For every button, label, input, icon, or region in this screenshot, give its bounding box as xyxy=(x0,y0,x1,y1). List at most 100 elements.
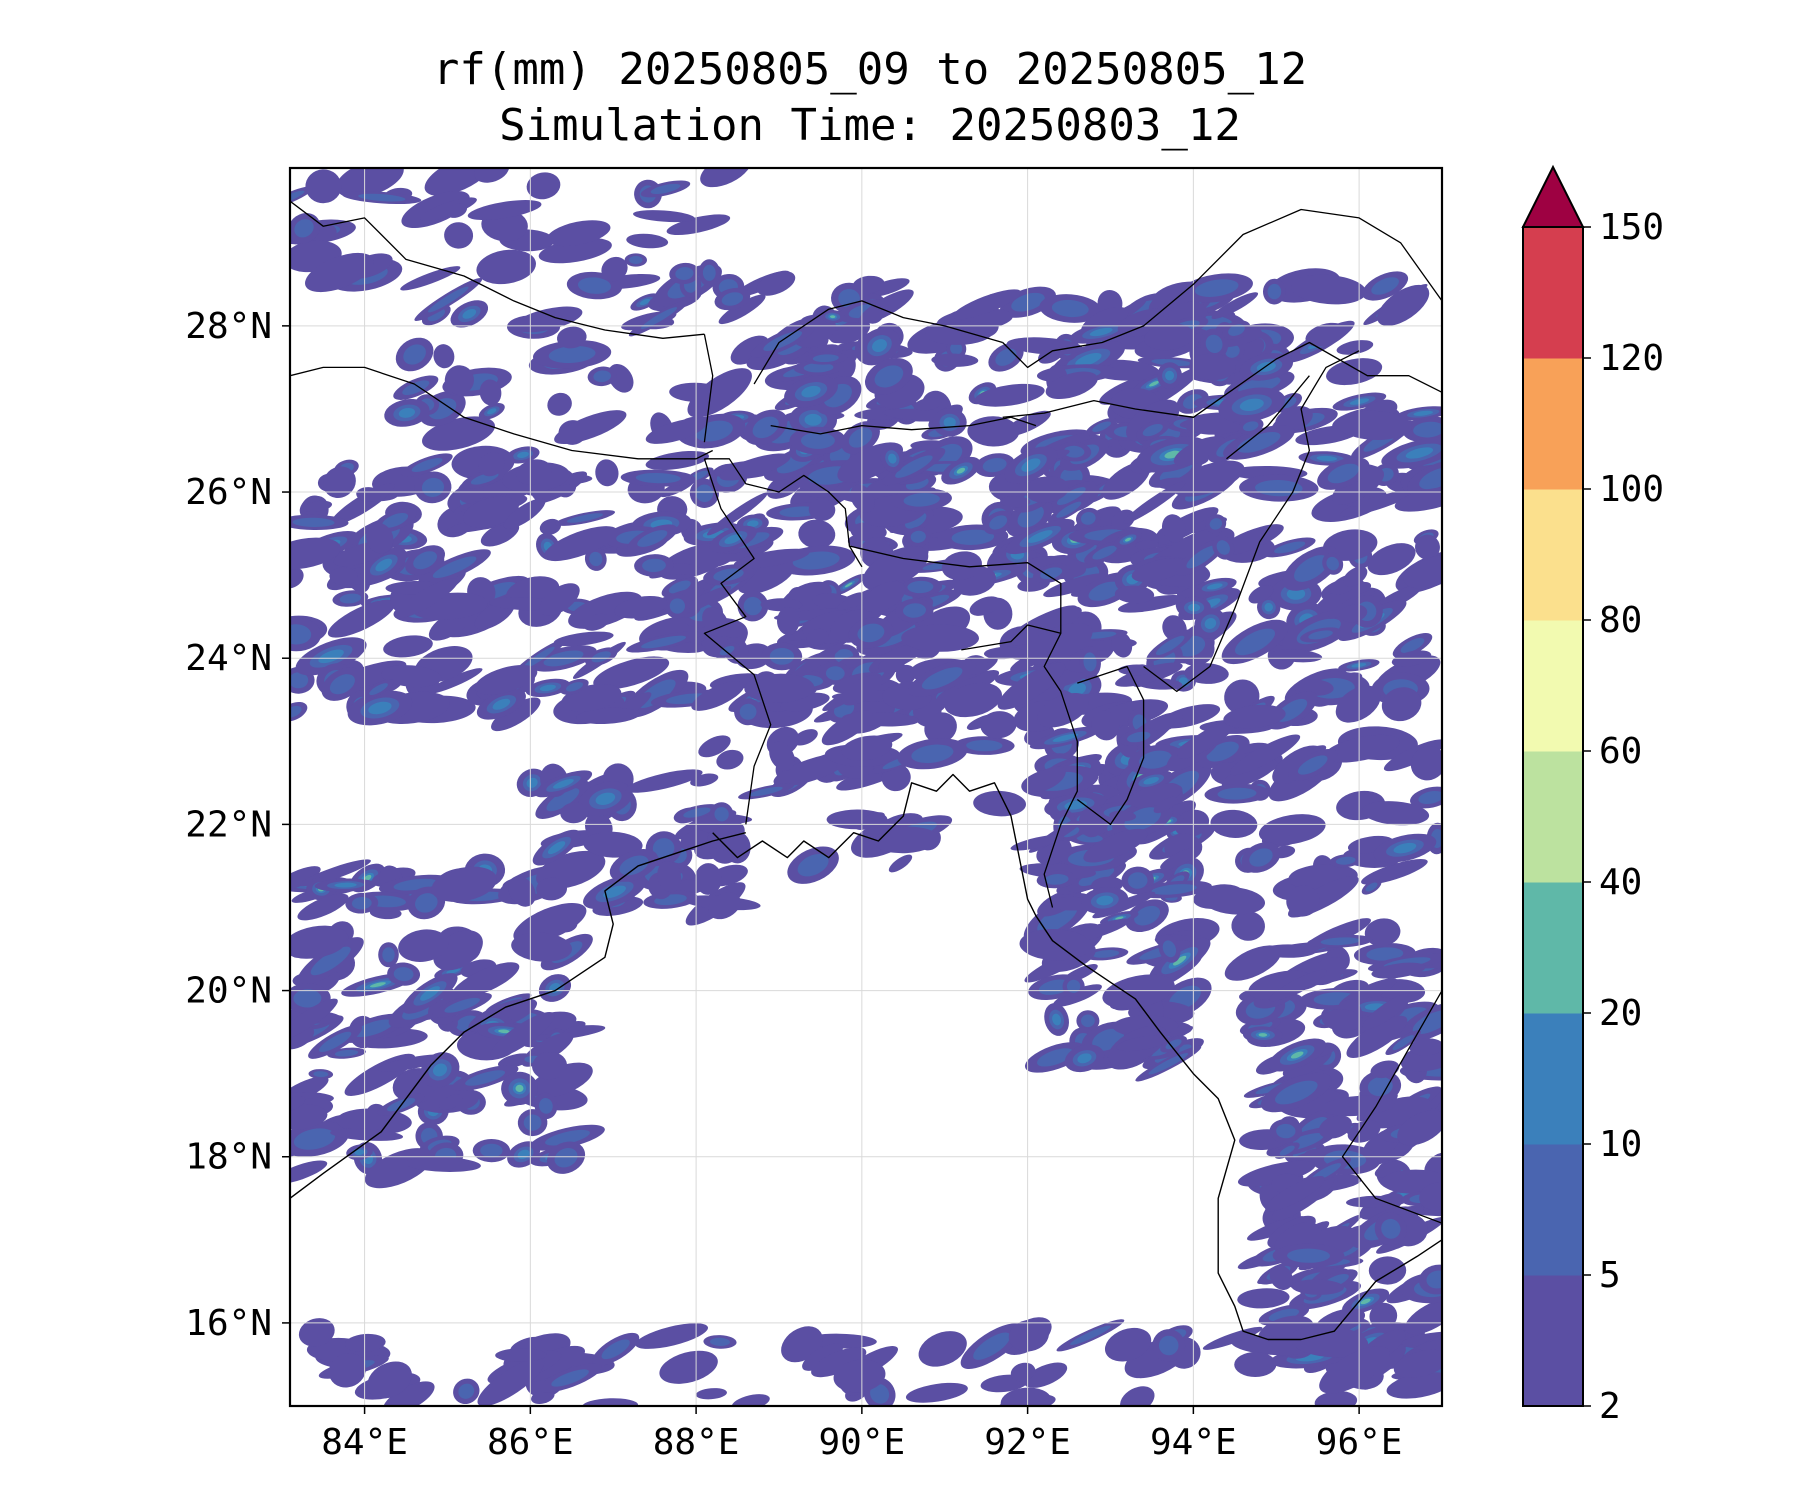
rain-cell xyxy=(1265,1176,1325,1212)
rain-cell-core xyxy=(1418,790,1442,805)
rain-cell xyxy=(547,392,572,416)
rain-cell xyxy=(367,1361,412,1399)
country-borders xyxy=(290,200,1442,1224)
rain-cell-core xyxy=(1052,1013,1062,1026)
rain-cell xyxy=(806,628,829,646)
rain-cell-core xyxy=(950,342,963,355)
rain-cell xyxy=(850,522,887,542)
rain-cell xyxy=(1223,704,1286,729)
rain-cell xyxy=(694,863,722,895)
rain-cell-core xyxy=(1186,545,1217,569)
rain-cell xyxy=(812,592,848,609)
rain-cell-core xyxy=(669,598,686,614)
rain-cell xyxy=(1104,1327,1152,1362)
rain-cell xyxy=(1393,1349,1442,1378)
rain-cell xyxy=(298,1318,335,1347)
rain-cell xyxy=(1361,858,1428,885)
rain-cell-core xyxy=(943,417,956,428)
rain-cell xyxy=(404,1156,481,1172)
rain-cell-core xyxy=(650,183,681,194)
rain-cell xyxy=(1397,1110,1442,1146)
rain-cell xyxy=(680,830,711,851)
rain-cell xyxy=(1338,604,1368,623)
rain-cell-core xyxy=(1206,741,1239,762)
rain-cell-core xyxy=(593,370,611,383)
rain-cell-core xyxy=(857,623,885,643)
colorbar-segment xyxy=(1523,620,1583,752)
rain-cell xyxy=(601,256,628,282)
colorbar-tick-label: 60 xyxy=(1599,731,1642,772)
rain-cell xyxy=(878,657,905,674)
rain-cell-core xyxy=(370,982,386,988)
lon-tick-label: 86°E xyxy=(487,1422,574,1463)
lon-tick-label: 94°E xyxy=(1150,1422,1237,1463)
rain-cell-core xyxy=(1083,652,1097,672)
rain-cell xyxy=(444,222,474,249)
lon-tick-label: 84°E xyxy=(321,1422,408,1463)
rain-cell-core xyxy=(393,967,414,982)
rain-cell xyxy=(530,1062,593,1098)
rain-cell-core xyxy=(1078,867,1115,886)
rain-cell-core xyxy=(465,1070,506,1086)
rain-cell xyxy=(1318,1115,1352,1139)
rain-cell xyxy=(1377,284,1430,326)
rain-cell-core xyxy=(290,624,312,645)
rain-cell-core xyxy=(411,458,443,472)
rain-cell-core xyxy=(1021,458,1041,472)
rain-cell xyxy=(1000,1387,1052,1406)
rain-cell xyxy=(1120,1386,1155,1406)
rain-cell-core xyxy=(803,362,834,373)
colorbar-tick-label: 10 xyxy=(1599,1124,1642,1165)
rain-cell xyxy=(1371,962,1426,979)
rain-cell xyxy=(290,567,304,589)
country-border xyxy=(1226,375,1310,460)
rain-cell-core xyxy=(498,1029,510,1034)
rain-cell xyxy=(477,1358,545,1406)
rain-cell xyxy=(382,1381,435,1406)
rain-cell-core xyxy=(1327,463,1359,484)
rain-cell xyxy=(973,790,1026,817)
rain-cell-core xyxy=(368,701,392,715)
rain-cell-core xyxy=(910,530,926,543)
rain-cell xyxy=(1037,692,1089,728)
colorbar-segment xyxy=(1523,1013,1583,1145)
rain-cell-core xyxy=(1127,872,1148,889)
rain-cell xyxy=(1177,720,1236,759)
rain-cell-core xyxy=(739,703,757,720)
rain-cell xyxy=(659,1350,718,1384)
rain-cell-core xyxy=(1075,353,1102,367)
rain-cell-core xyxy=(1070,1325,1111,1345)
rain-cell-core xyxy=(1139,750,1173,769)
rain-cell-core xyxy=(911,744,954,764)
rain-cell-core xyxy=(1036,1048,1074,1067)
country-border xyxy=(703,458,772,825)
rain-cell-core xyxy=(1092,421,1111,432)
rain-cell-core xyxy=(714,806,729,822)
rain-cell-core xyxy=(339,593,362,604)
lon-tick-label: 88°E xyxy=(653,1422,740,1463)
rain-cell xyxy=(431,866,497,902)
rain-cell xyxy=(931,353,979,367)
rain-cell xyxy=(1173,460,1245,497)
rain-cell xyxy=(873,826,939,854)
rain-cell xyxy=(536,877,567,901)
rain-cell xyxy=(952,289,1021,320)
rain-cell xyxy=(677,585,732,615)
rain-cell xyxy=(625,769,703,793)
rain-cell xyxy=(1131,558,1187,582)
rain-cell-core xyxy=(554,1147,578,1168)
rain-cell-core xyxy=(1178,677,1188,685)
colorbar-tick-label: 120 xyxy=(1599,338,1664,379)
rain-cell xyxy=(808,498,836,521)
rain-cell-core xyxy=(1151,884,1197,895)
rain-cell xyxy=(787,642,844,683)
rain-cell xyxy=(1403,554,1442,589)
rain-cell xyxy=(1083,828,1148,863)
lat-tick-label: 16°N xyxy=(185,1303,272,1344)
rain-cell-core xyxy=(539,684,556,692)
rain-cell-core xyxy=(589,551,603,567)
rain-cell xyxy=(1019,928,1092,961)
rain-cell-core xyxy=(989,515,1008,530)
rain-cell xyxy=(495,1348,547,1362)
rain-cell-core xyxy=(956,467,966,474)
